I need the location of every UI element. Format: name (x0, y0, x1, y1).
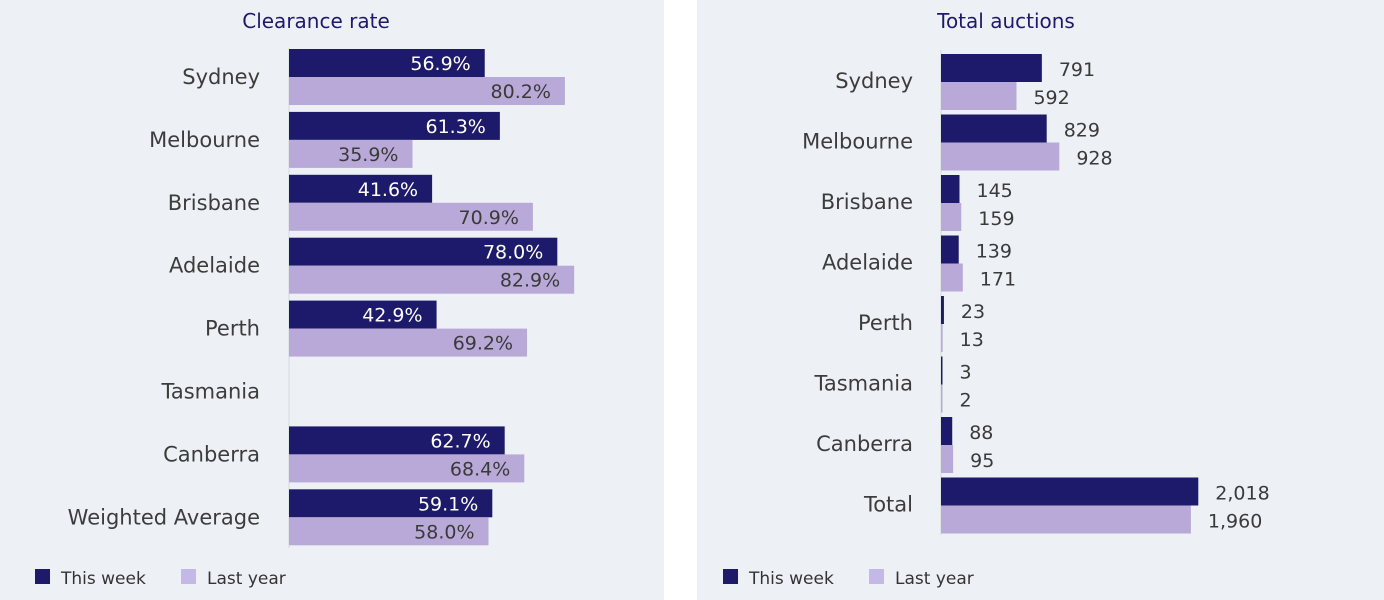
bar-last-year-perth (941, 324, 943, 352)
bar-this-week-canberra (941, 417, 953, 445)
value-label-last-year-canberra: 68.4% (450, 458, 510, 480)
total-auctions-title: Total auctions (936, 9, 1075, 33)
category-label-brisbane: Brisbane (821, 190, 913, 214)
value-label-this-week-brisbane: 145 (976, 180, 1012, 202)
bar-last-year-weighted-average (289, 517, 489, 546)
bar-last-year-brisbane (941, 203, 962, 231)
bar-this-week-sydney (941, 54, 1042, 82)
bar-this-week-sydney (289, 49, 485, 77)
category-label-perth: Perth (858, 311, 913, 335)
value-label-this-week-total: 2,018 (1215, 483, 1269, 505)
value-label-this-week-perth: 42.9% (362, 305, 422, 327)
bar-this-week-total (941, 477, 1199, 506)
category-label-total: Total (863, 493, 913, 517)
legend-label-last-year: Last year (895, 569, 974, 589)
bar-this-week-canberra (289, 426, 505, 455)
value-label-last-year-perth: 69.2% (453, 333, 513, 355)
value-label-last-year-adelaide: 171 (980, 269, 1016, 291)
value-label-last-year-brisbane: 159 (978, 208, 1014, 230)
value-label-this-week-perth: 23 (961, 301, 985, 323)
bar-last-year-adelaide (289, 265, 575, 294)
legend-label-last-year: Last year (207, 569, 286, 589)
value-label-this-week-weighted-average: 59.1% (418, 493, 478, 515)
value-label-this-week-melbourne: 61.3% (426, 116, 486, 138)
value-label-last-year-weighted-average: 58.0% (414, 521, 474, 543)
bar-last-year-melbourne (289, 139, 413, 168)
bar-last-year-canberra (941, 445, 954, 473)
value-label-this-week-canberra: 62.7% (430, 430, 490, 452)
category-label-canberra: Canberra (163, 442, 260, 466)
value-label-this-week-canberra: 88 (969, 422, 993, 444)
category-label-brisbane: Brisbane (168, 191, 260, 215)
bar-this-week-weighted-average (289, 489, 493, 518)
value-label-last-year-canberra: 95 (970, 450, 994, 472)
legend-swatch-this-week (35, 569, 50, 584)
bar-this-week-brisbane (289, 174, 433, 203)
category-label-adelaide: Adelaide (169, 254, 260, 278)
category-label-weighted-average: Weighted Average (68, 505, 260, 529)
value-label-last-year-sydney: 592 (1033, 87, 1069, 109)
bar-this-week-tasmania (941, 356, 943, 385)
bar-this-week-melbourne (941, 114, 1047, 143)
value-label-this-week-adelaide: 78.0% (483, 242, 543, 264)
value-label-this-week-melbourne: 829 (1064, 120, 1100, 142)
value-label-this-week-tasmania: 3 (960, 362, 972, 384)
clearance-rate-legend: This week Last year (35, 569, 286, 589)
clearance-rate-chart: Clearance rate Sydney 56.9% 80.2% Melbourne… (35, 9, 575, 589)
value-label-this-week-adelaide: 139 (976, 241, 1012, 263)
bar-last-year-brisbane (289, 202, 533, 231)
category-label-melbourne: Melbourne (802, 130, 913, 154)
total-auctions-legend: This week Last year (723, 569, 974, 589)
value-label-last-year-total: 1,960 (1208, 511, 1262, 533)
clearance-rate-panel: Clearance rate Sydney 56.9% 80.2% Melbourne… (0, 0, 664, 600)
bar-last-year-tasmania (941, 384, 943, 413)
legend-label-this-week: This week (60, 569, 146, 589)
bar-last-year-sydney (941, 82, 1017, 110)
legend-swatch-this-week (723, 569, 738, 584)
bar-last-year-sydney (289, 77, 565, 105)
bar-this-week-adelaide (289, 237, 558, 266)
category-label-sydney: Sydney (182, 65, 260, 89)
category-label-adelaide: Adelaide (822, 251, 913, 275)
bar-this-week-perth (941, 296, 944, 324)
clearance-rate-title: Clearance rate (242, 9, 390, 33)
value-label-last-year-brisbane: 70.9% (459, 207, 519, 229)
value-label-this-week-sydney: 56.9% (410, 53, 470, 75)
category-label-sydney: Sydney (835, 69, 913, 93)
category-label-tasmania: Tasmania (161, 380, 261, 404)
value-label-last-year-sydney: 80.2% (491, 81, 551, 103)
value-label-last-year-adelaide: 82.9% (500, 270, 560, 292)
bar-this-week-brisbane (941, 175, 960, 203)
value-label-last-year-melbourne: 928 (1076, 148, 1112, 170)
category-label-perth: Perth (205, 317, 260, 341)
value-label-last-year-perth: 13 (960, 329, 984, 351)
bar-last-year-perth (289, 328, 528, 357)
bar-last-year-canberra (289, 454, 525, 483)
bar-last-year-adelaide (941, 263, 963, 292)
bar-last-year-melbourne (941, 142, 1060, 171)
category-label-tasmania: Tasmania (814, 372, 914, 396)
value-label-this-week-brisbane: 41.6% (358, 179, 418, 201)
bar-this-week-adelaide (941, 235, 959, 264)
bar-this-week-melbourne (289, 111, 500, 140)
bar-last-year-total (941, 505, 1191, 534)
category-label-melbourne: Melbourne (149, 128, 260, 152)
bar-this-week-perth (289, 300, 437, 329)
value-label-last-year-tasmania: 2 (960, 390, 972, 412)
legend-swatch-last-year (181, 569, 196, 584)
value-label-this-week-sydney: 791 (1059, 59, 1095, 81)
legend-swatch-last-year (869, 569, 884, 584)
category-label-canberra: Canberra (816, 432, 913, 456)
value-label-last-year-melbourne: 35.9% (338, 144, 398, 166)
legend-label-this-week: This week (748, 569, 834, 589)
total-auctions-chart: Total auctions Sydney 791 592 Melbourne 829 9… (723, 9, 1270, 589)
total-auctions-panel: Total auctions Sydney 791 592 Melbourne 829 9… (697, 0, 1384, 600)
